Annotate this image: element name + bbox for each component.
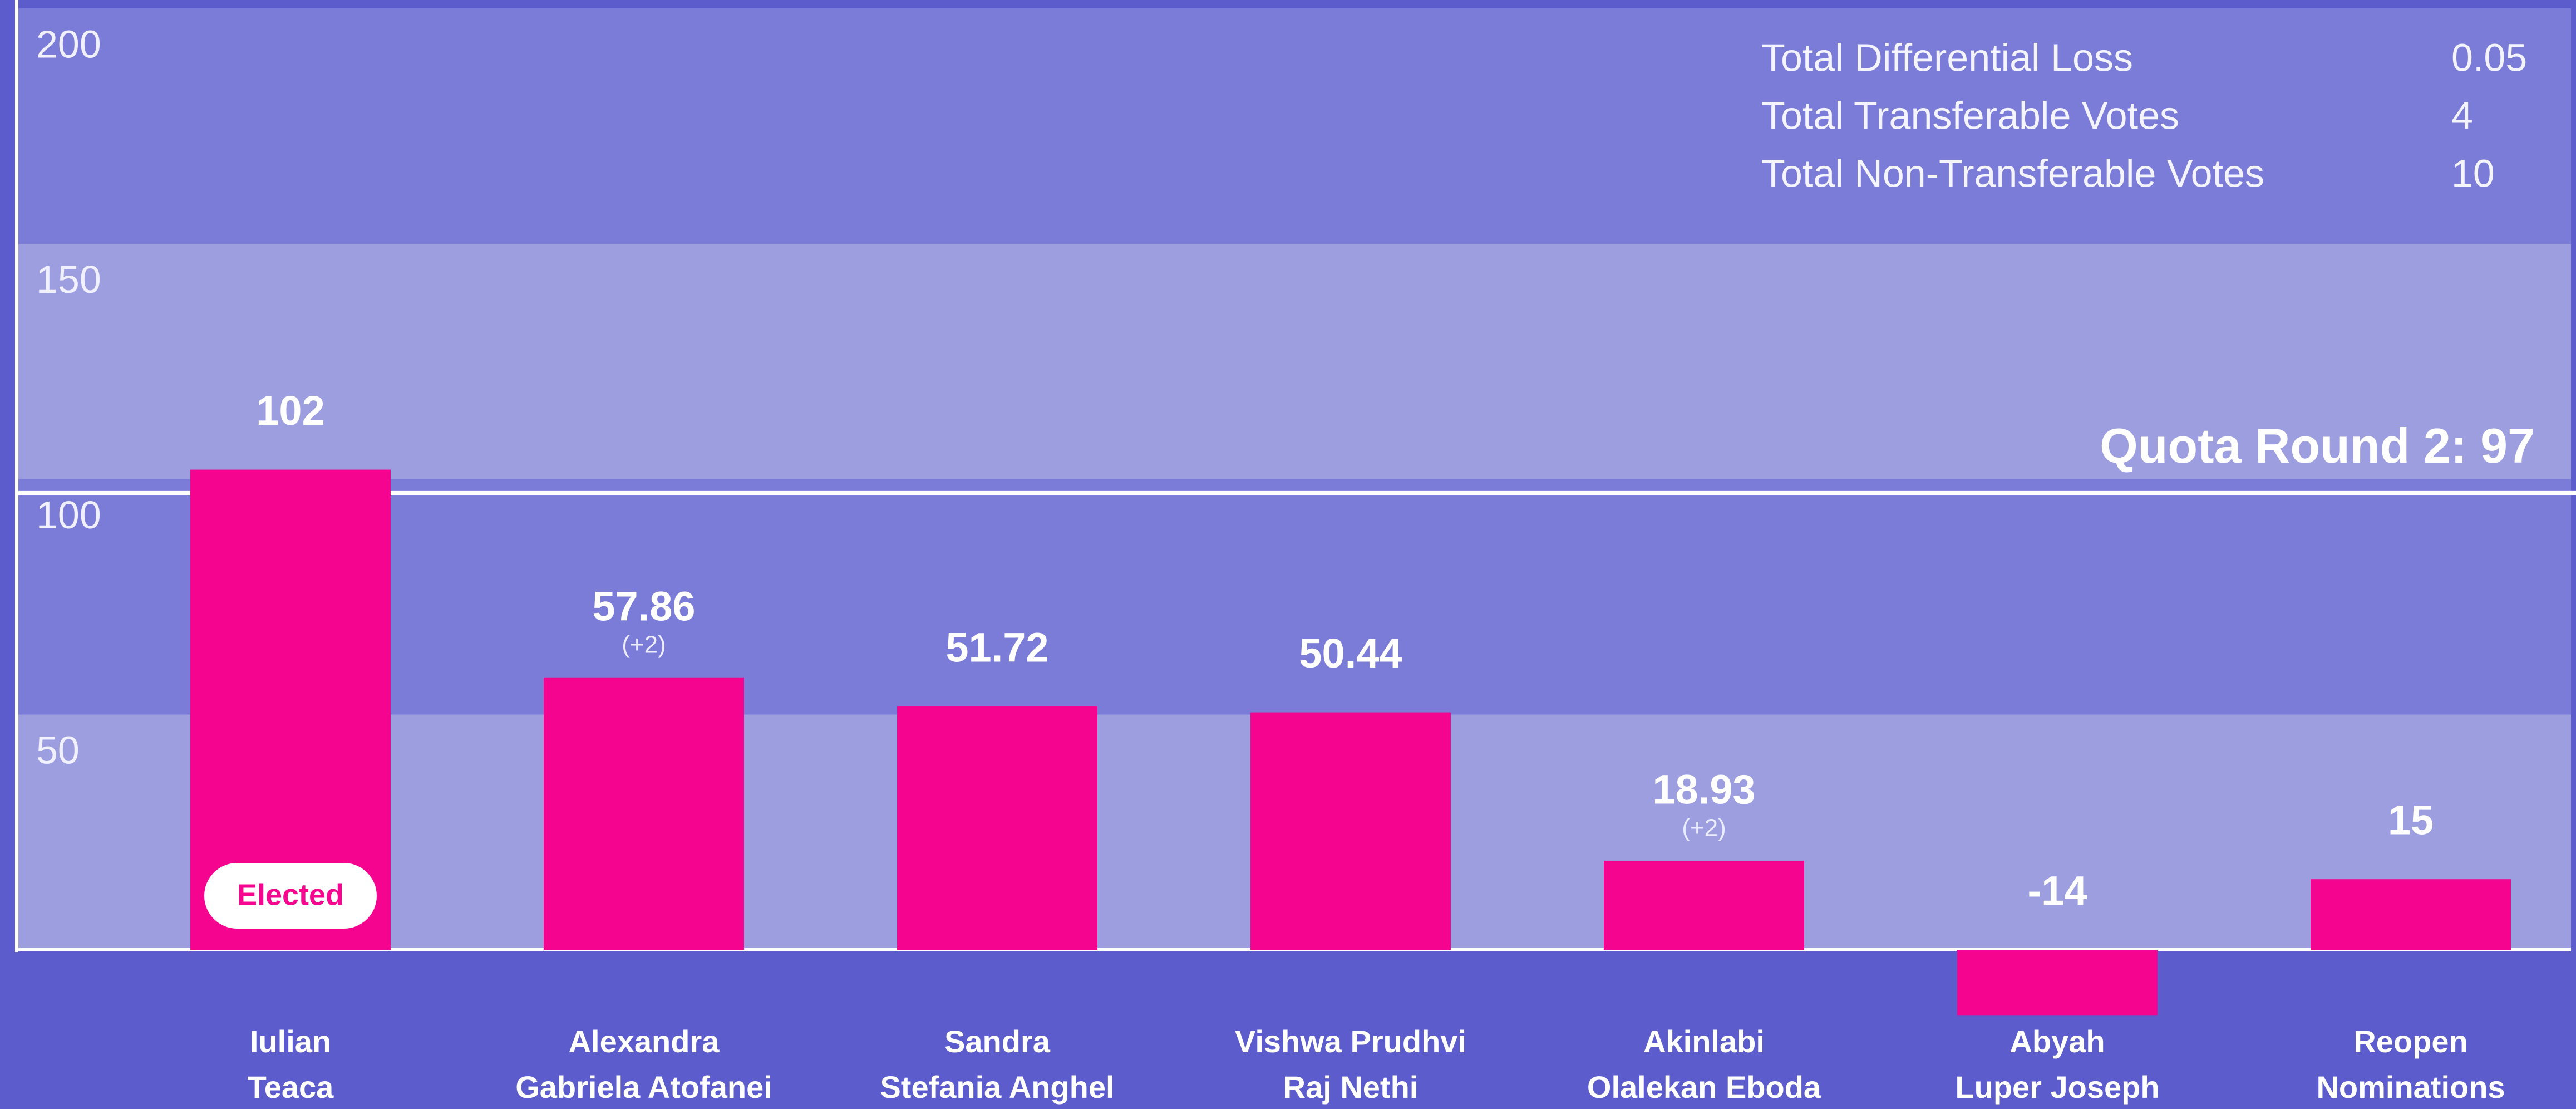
y-tick-label: 200	[36, 22, 101, 66]
band	[17, 8, 2571, 244]
x-tick-label: Akinlabi	[1643, 1024, 1765, 1059]
stat-value: 4	[2451, 94, 2473, 137]
x-tick-label: Reopen	[2353, 1024, 2467, 1059]
stat-value: 0.05	[2451, 36, 2527, 79]
x-tick-label: Gabriela Atofanei	[515, 1069, 772, 1105]
value-label: 18.93	[1652, 766, 1755, 812]
x-tick-label: Olalekan Eboda	[1587, 1069, 1821, 1105]
bar	[2311, 879, 2511, 950]
bar	[1250, 712, 1451, 950]
stat-label: Total Transferable Votes	[1761, 94, 2179, 137]
stat-label: Total Non-Transferable Votes	[1761, 151, 2264, 195]
bar	[1604, 860, 1804, 950]
value-label: 15	[2388, 797, 2434, 843]
value-label: 50.44	[1299, 630, 1402, 676]
x-tick-label: Sandra	[944, 1024, 1051, 1059]
band	[17, 479, 2571, 715]
quota-label: Quota Round 2: 97	[2100, 418, 2535, 473]
value-label: 57.86	[592, 583, 695, 629]
x-tick-label: Teaca	[248, 1069, 334, 1105]
y-tick-label: 100	[36, 493, 101, 537]
value-label: 51.72	[945, 624, 1048, 670]
bar	[897, 706, 1097, 950]
x-tick-label: Abyah	[2009, 1024, 2105, 1059]
x-tick-label: Nominations	[2316, 1069, 2505, 1105]
delta-label: (+2)	[1682, 814, 1726, 842]
x-tick-label: Raj Nethi	[1283, 1069, 1418, 1105]
quota-value: 97	[2480, 418, 2535, 473]
x-tick-label: Vishwa Prudhvi	[1235, 1024, 1466, 1059]
y-tick-label: 150	[36, 258, 101, 301]
delta-label: (+2)	[622, 631, 666, 658]
y-tick-label: 50	[36, 729, 80, 772]
stat-label: Total Differential Loss	[1761, 36, 2133, 79]
elected-label: Elected	[237, 878, 344, 911]
stat-value: 10	[2451, 151, 2495, 195]
value-label: -14	[2028, 868, 2087, 914]
x-tick-label: Stefania Anghel	[880, 1069, 1114, 1105]
x-tick-label: Iulian	[250, 1024, 331, 1059]
x-tick-label: Alexandra	[569, 1024, 720, 1059]
quota-text: Quota Round 2:	[2100, 418, 2467, 473]
bar	[544, 677, 744, 950]
elected-badge	[204, 863, 377, 929]
band	[17, 243, 2571, 479]
bar	[1957, 950, 2158, 1016]
value-label: 102	[256, 387, 324, 434]
x-tick-label: Luper Joseph	[1955, 1069, 2159, 1105]
